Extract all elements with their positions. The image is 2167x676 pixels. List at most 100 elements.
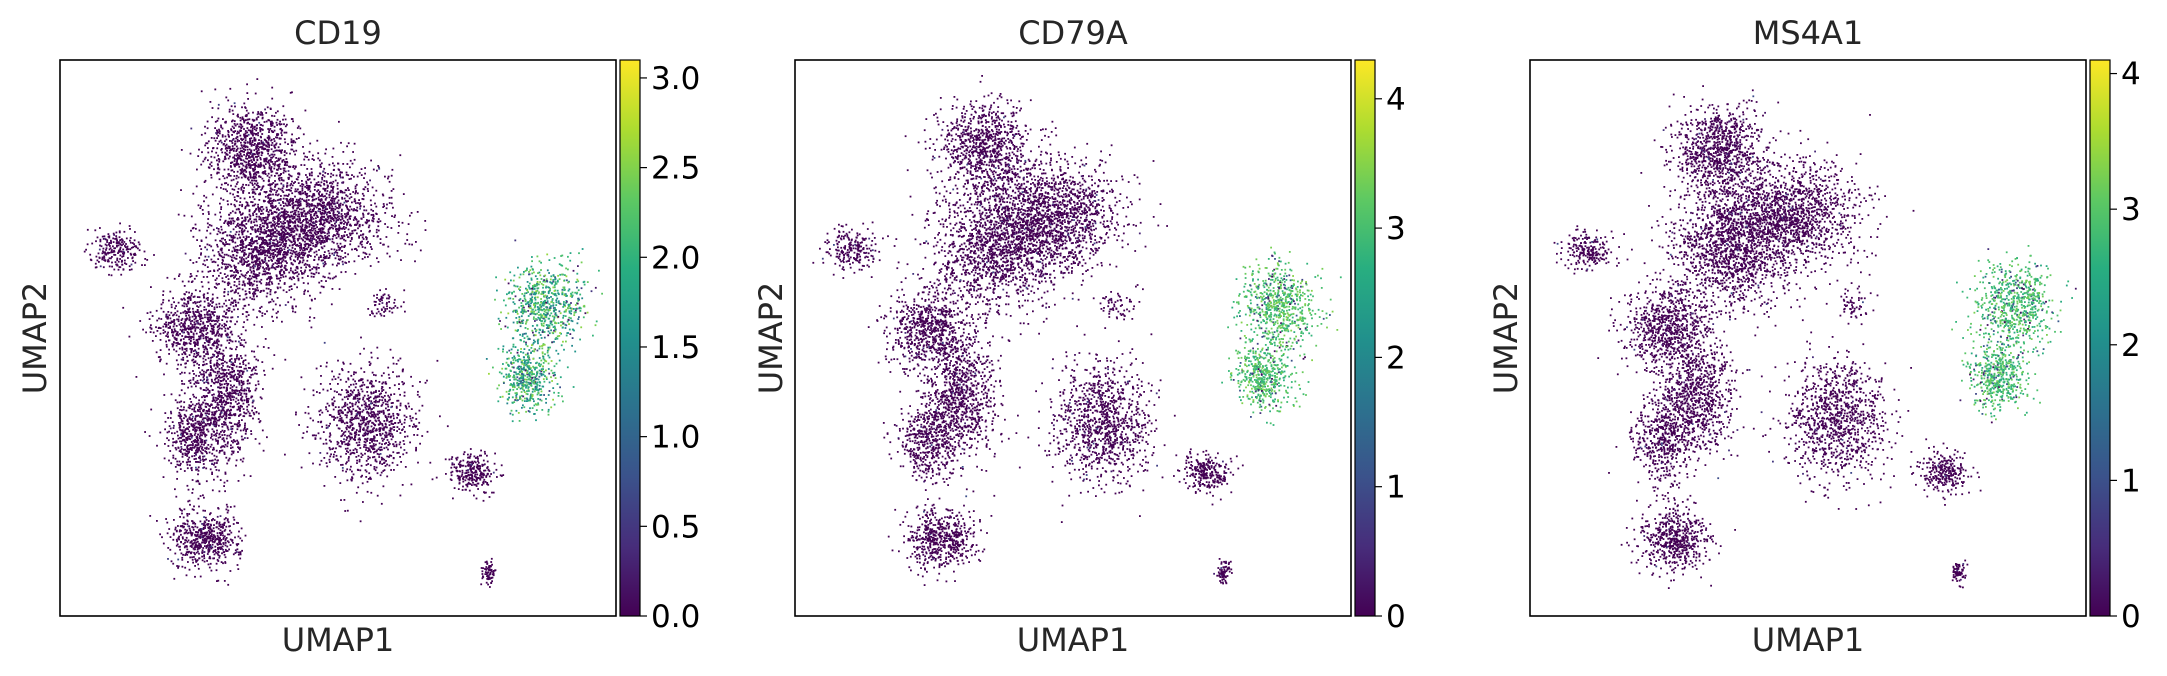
- umap-point: [357, 227, 359, 230]
- umap-point: [273, 129, 276, 132]
- umap-point: [307, 238, 309, 241]
- umap-point: [328, 256, 331, 259]
- umap-point: [101, 258, 104, 261]
- umap-point: [257, 164, 260, 166]
- umap-point: [256, 156, 258, 158]
- umap-point: [166, 333, 169, 336]
- umap-point: [304, 245, 307, 248]
- umap-point: [123, 259, 126, 262]
- umap-point: [257, 116, 260, 118]
- umap-point: [316, 240, 319, 243]
- umap-point: [284, 216, 287, 219]
- umap-point: [233, 120, 236, 122]
- umap-point: [207, 151, 210, 154]
- umap-point: [117, 242, 119, 244]
- umap-point: [220, 240, 223, 243]
- umap-point: [320, 216, 322, 219]
- umap-point: [222, 160, 225, 163]
- umap-point: [265, 112, 268, 114]
- umap-point: [233, 220, 236, 223]
- umap-point: [343, 223, 345, 225]
- umap-point: [218, 367, 221, 370]
- umap-point: [284, 275, 287, 278]
- umap-point: [353, 248, 356, 250]
- umap-point: [215, 287, 218, 289]
- umap-point: [291, 192, 294, 195]
- umap-point: [350, 224, 352, 227]
- umap-point: [165, 345, 168, 348]
- umap-point: [256, 165, 259, 168]
- umap-point: [334, 205, 337, 208]
- umap-point: [276, 229, 278, 232]
- umap-point: [214, 350, 217, 353]
- umap-point: [319, 163, 322, 166]
- umap-point: [256, 268, 258, 271]
- umap-point: [305, 266, 307, 269]
- umap-point: [119, 258, 121, 260]
- umap-point: [240, 176, 243, 179]
- umap-point: [255, 173, 258, 176]
- umap-point: [220, 446, 222, 449]
- umap-point: [257, 209, 260, 211]
- umap-point: [367, 226, 370, 229]
- umap-point: [232, 219, 235, 222]
- umap-point: [213, 332, 215, 335]
- umap-point: [289, 258, 292, 261]
- umap-point: [231, 450, 233, 453]
- umap-point: [300, 211, 303, 214]
- umap-point: [383, 205, 385, 207]
- umap-point: [256, 151, 258, 154]
- umap-point: [241, 217, 244, 219]
- umap-point: [327, 276, 330, 279]
- umap-point: [133, 243, 135, 246]
- umap-point: [245, 145, 248, 148]
- umap-point: [304, 237, 307, 240]
- umap-point: [137, 241, 140, 244]
- umap-point: [319, 195, 321, 197]
- umap-point: [123, 241, 126, 243]
- umap-point: [332, 197, 335, 200]
- umap-point: [237, 277, 240, 280]
- umap-point: [105, 244, 108, 247]
- umap-point: [300, 230, 303, 233]
- umap-point: [320, 162, 323, 165]
- umap-point: [310, 204, 313, 206]
- umap-point: [179, 312, 182, 315]
- umap-point: [268, 250, 271, 252]
- umap-point: [367, 183, 370, 186]
- umap-point: [247, 278, 250, 280]
- umap-point: [350, 208, 353, 211]
- umap-point: [308, 219, 311, 222]
- umap-point: [331, 197, 334, 200]
- umap-point: [170, 303, 173, 306]
- umap-point: [316, 183, 319, 186]
- umap-point: [251, 125, 254, 128]
- umap-point: [243, 399, 246, 402]
- umap-point: [253, 144, 255, 146]
- umap-point: [297, 213, 300, 216]
- umap-point: [359, 242, 362, 245]
- umap-point: [212, 344, 215, 347]
- umap-point: [308, 265, 311, 268]
- umap-point: [320, 240, 323, 242]
- umap-point: [213, 168, 215, 171]
- umap-point: [341, 197, 344, 200]
- umap-point: [257, 143, 260, 145]
- umap-point: [305, 203, 308, 206]
- umap-point: [233, 384, 235, 387]
- umap-point: [231, 240, 234, 243]
- umap-point: [162, 294, 164, 296]
- umap-point: [103, 259, 106, 261]
- umap-point: [241, 242, 244, 244]
- umap-point: [257, 145, 259, 148]
- umap-point: [424, 229, 427, 231]
- umap-point: [237, 399, 240, 402]
- umap-point: [181, 346, 184, 349]
- umap-point: [222, 243, 225, 245]
- umap-point: [241, 395, 244, 398]
- umap-point: [177, 320, 180, 323]
- umap-point: [365, 221, 368, 224]
- umap-point: [243, 275, 246, 278]
- umap-point: [240, 250, 243, 253]
- umap-point: [251, 238, 254, 241]
